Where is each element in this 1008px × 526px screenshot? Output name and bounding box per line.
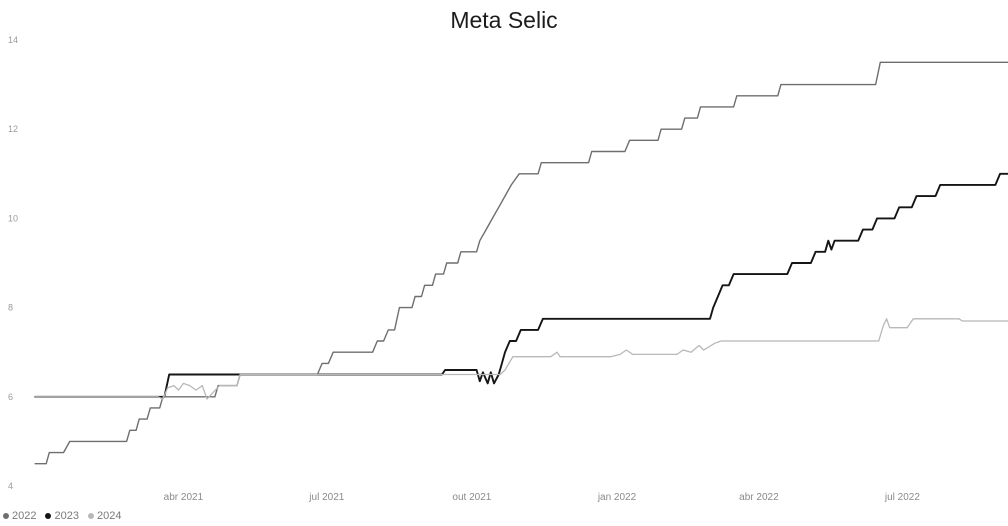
y-tick-label: 4: [8, 481, 13, 491]
x-axis: abr 2021 jul 2021 out 2021 jan 2022 abr 2022…: [164, 492, 921, 503]
legend: 2022 2023 2024: [3, 510, 121, 522]
series-line-2024: [34, 318, 1008, 400]
legend-item-2024: 2024: [87, 510, 122, 522]
x-tick-label: abr 2022: [739, 492, 779, 503]
y-tick-label: 8: [8, 303, 13, 313]
legend-label: 2024: [96, 510, 122, 522]
x-tick-label: abr 2021: [164, 492, 204, 503]
x-tick-label: jul 2021: [308, 492, 344, 503]
legend-item-2023: 2023: [45, 510, 79, 522]
x-tick-label: out 2021: [452, 492, 491, 503]
legend-marker: [3, 513, 9, 519]
legend-marker: [45, 513, 52, 519]
y-axis: 4 6 8 10 12 14: [8, 35, 18, 491]
legend-label: 2023: [54, 510, 79, 522]
y-tick-label: 12: [8, 124, 18, 134]
legend-marker: [87, 513, 94, 519]
legend-label: 2022: [12, 510, 37, 522]
series-line-2023: [34, 172, 1008, 398]
y-tick-label: 6: [8, 392, 13, 402]
y-tick-label: 10: [8, 213, 18, 223]
x-tick-label: jan 2022: [597, 492, 637, 503]
legend-item-2022: 2022: [3, 510, 36, 522]
chart-title: Meta Selic: [450, 7, 558, 33]
y-tick-label: 14: [8, 35, 18, 45]
series-line-2022: [34, 61, 1008, 465]
x-tick-label: jul 2022: [884, 492, 920, 503]
